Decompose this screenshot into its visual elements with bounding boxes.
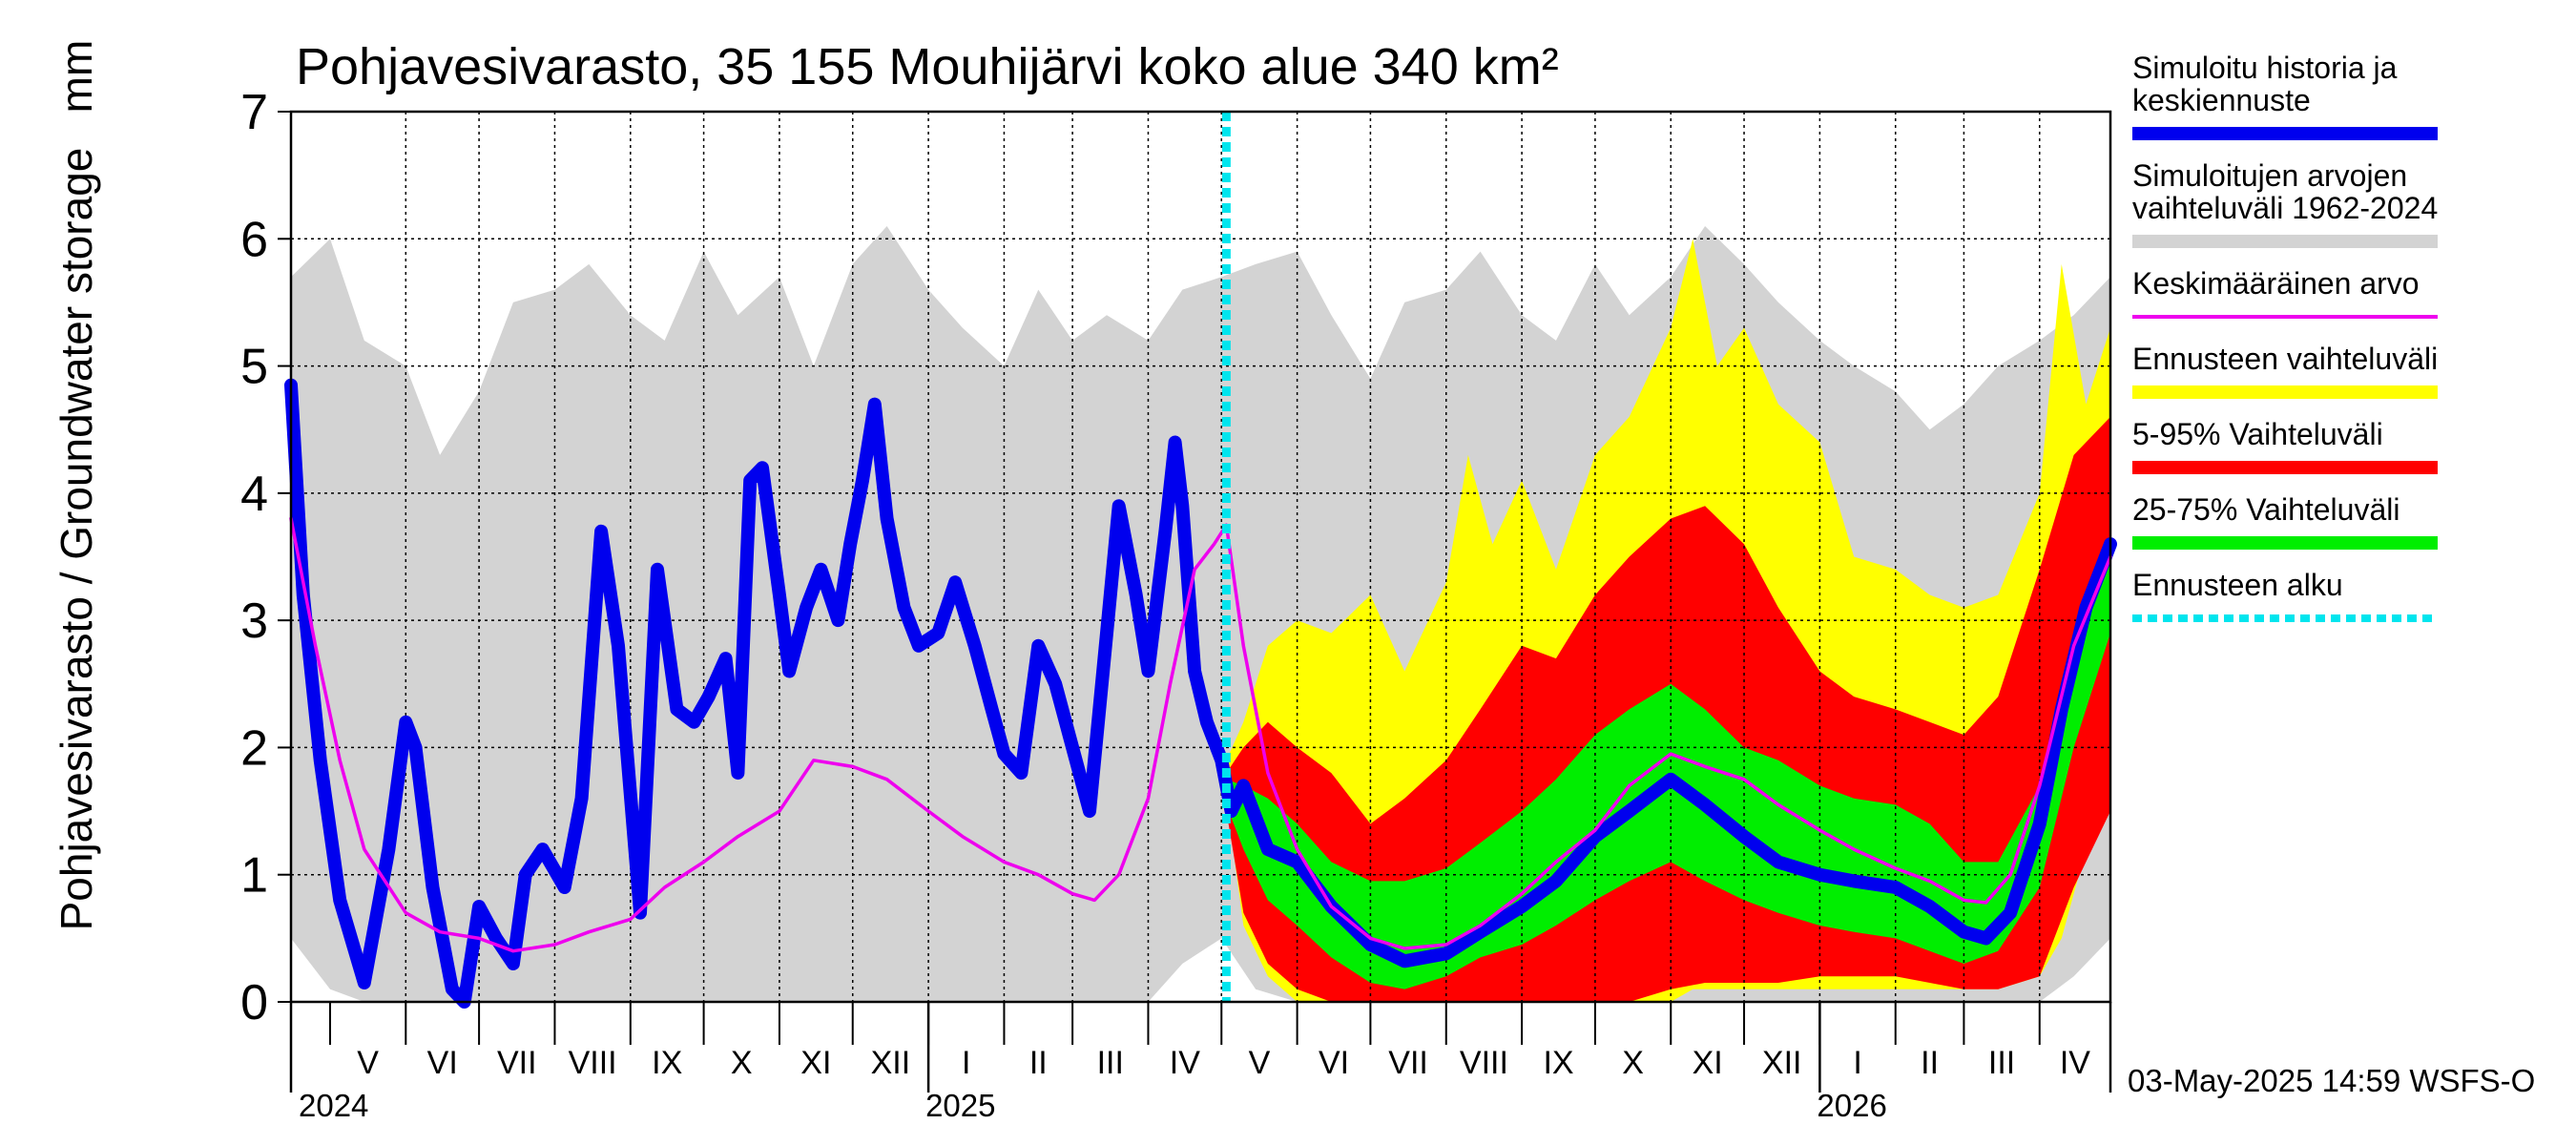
month-label: IX <box>652 1045 682 1081</box>
month-label: V <box>357 1045 379 1081</box>
y-tick-label: 1 <box>240 848 268 904</box>
month-label: VIII <box>1460 1045 1508 1081</box>
month-label: IV <box>1170 1045 1200 1081</box>
month-label: VII <box>1388 1045 1428 1081</box>
lines-layer <box>284 112 2117 1009</box>
month-label: X <box>1622 1045 1644 1081</box>
year-label: 2024 <box>299 1088 368 1123</box>
legend-entry-label: keskiennuste <box>2132 83 2311 117</box>
month-label: II <box>1029 1045 1048 1081</box>
series-line-1 <box>289 516 2112 953</box>
month-label: IX <box>1543 1045 1573 1081</box>
legend-entry-label: Simuloitu historia ja <box>2132 51 2398 85</box>
month-label: VI <box>427 1045 458 1081</box>
month-label: I <box>962 1045 970 1081</box>
month-label: V <box>1249 1045 1271 1081</box>
month-label: X <box>731 1045 753 1081</box>
legend-entry-label: Simuloitujen arvojen <box>2132 158 2407 193</box>
series-line-0 <box>284 378 2117 1009</box>
footer-timestamp: 03-May-2025 14:59 WSFS-O <box>2128 1063 2535 1098</box>
legend-entry-label: vaihteluväli 1962-2024 <box>2132 191 2438 225</box>
plot-frame <box>289 110 2112 1004</box>
month-label: IV <box>2060 1045 2090 1081</box>
month-label: VI <box>1319 1045 1349 1081</box>
legend-entry-label: 5-95% Vaihteluväli <box>2132 417 2383 451</box>
month-label: XI <box>1693 1045 1723 1081</box>
legend-entry-label: Ennusteen vaihteluväli <box>2132 342 2438 376</box>
year-label: 2025 <box>925 1088 995 1123</box>
y-tick-label: 7 <box>240 85 268 140</box>
month-label: III <box>1988 1045 2015 1081</box>
y-axis-unit: mm <box>52 40 101 114</box>
legend-entry-label: Keskimääräinen arvo <box>2132 266 2420 301</box>
y-tick-label: 0 <box>240 975 268 1030</box>
bands-layer <box>291 112 2110 1003</box>
y-tick-label: 6 <box>240 212 268 267</box>
month-label: VII <box>497 1045 537 1081</box>
y-tick-label: 2 <box>240 720 268 776</box>
y-tick-label: 4 <box>240 467 268 522</box>
chart-title: Pohjavesivarasto, 35 155 Mouhijärvi koko… <box>296 38 1559 95</box>
month-label: I <box>1853 1045 1861 1081</box>
month-label: II <box>1921 1045 1939 1081</box>
month-label: XII <box>871 1045 911 1081</box>
month-label: XI <box>800 1045 831 1081</box>
month-label: III <box>1097 1045 1124 1081</box>
y-tick-label: 3 <box>240 593 268 649</box>
month-label: VIII <box>569 1045 617 1081</box>
legend-entry-label: 25-75% Vaihteluväli <box>2132 492 2399 527</box>
year-label: 2026 <box>1817 1088 1886 1123</box>
legend-entry-label: Ennusteen alku <box>2132 568 2343 602</box>
y-tick-label: 5 <box>240 340 268 395</box>
y-axis-label: Pohjavesivarasto / Groundwater storage <box>52 148 101 931</box>
month-label: XII <box>1762 1045 1802 1081</box>
